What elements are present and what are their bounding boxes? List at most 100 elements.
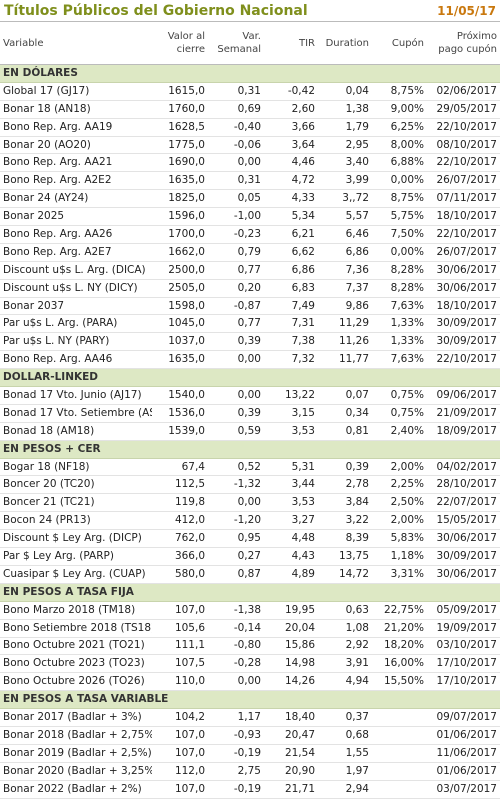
cell: 6,25% <box>372 118 427 137</box>
bond-row: Bono Rep. Arg. AA26 1700,0 -0,23 6,21 6,46 7,… <box>0 225 500 244</box>
cell: 5,34 <box>264 207 318 227</box>
cell: 67,4 <box>152 458 208 477</box>
section-title: DOLLAR-LINKED <box>0 368 500 388</box>
cell: 0,39 <box>318 458 372 477</box>
cell: Bono Octubre 2026 (TO26) <box>0 672 152 692</box>
cell: 0,34 <box>318 404 372 423</box>
cell: 0,52 <box>208 458 264 477</box>
bond-row: Bonar 2022 (Badlar + 2%) 107,0 -0,19 21,71 2… <box>0 780 500 799</box>
cell: Bono Rep. Arg. A2E7 <box>0 243 152 262</box>
bond-row: Bonar 2025 1596,0 -1,00 5,34 5,57 5,75% 18/10/… <box>0 207 500 227</box>
section-row: EN DÓLARES <box>0 64 500 83</box>
cell: 0,00 <box>208 350 264 370</box>
cell: 14,98 <box>264 654 318 674</box>
cell: 18/09/2017 <box>427 422 500 441</box>
cell: 08/10/2017 <box>427 136 500 155</box>
cell: -1,32 <box>208 475 264 495</box>
cell: Bono Setiembre 2018 (TS18) <box>0 619 152 638</box>
cell: 15/05/2017 <box>427 511 500 531</box>
cell: 7,50% <box>372 225 427 244</box>
cell: 4,33 <box>264 189 318 209</box>
cell: Cuasipar $ Ley Arg. (CUAP) <box>0 565 152 584</box>
cell: 13,75 <box>318 547 372 566</box>
cell: -1,00 <box>208 207 264 227</box>
cell: 2500,0 <box>152 261 208 280</box>
cell: 0,79 <box>208 243 264 262</box>
cell: 1635,0 <box>152 350 208 370</box>
cell: 21/09/2017 <box>427 404 500 423</box>
cell: Par u$s L. NY (PARY) <box>0 332 152 352</box>
cell: 1628,5 <box>152 118 208 137</box>
cell: 0,00 <box>208 153 264 173</box>
cell: 26/07/2017 <box>427 171 500 191</box>
cell: 1540,0 <box>152 386 208 405</box>
section-title: EN PESOS A TASA FIJA <box>0 583 500 602</box>
cell: 30/06/2017 <box>427 261 500 280</box>
cell: Bonar 2037 <box>0 297 152 316</box>
cell: 107,0 <box>152 726 208 745</box>
cell: 8,28% <box>372 261 427 280</box>
column-header: Próximo pago cupón <box>427 22 500 65</box>
cell: 3,27 <box>264 511 318 531</box>
cell: -0,19 <box>208 744 264 763</box>
bond-row: Bono Rep. Arg. AA46 1635,0 0,00 7,32 11,77 7,… <box>0 350 500 370</box>
cell: Global 17 (GJ17) <box>0 82 152 101</box>
column-header: Duration <box>318 22 372 65</box>
cell: 0,31 <box>208 82 264 101</box>
cell: 366,0 <box>152 547 208 566</box>
cell: 01/06/2017 <box>427 726 500 745</box>
cell: 19/09/2017 <box>427 619 500 638</box>
bond-row: Bogar 18 (NF18) 67,4 0,52 5,31 0,39 2,00% 04/0… <box>0 458 500 477</box>
cell: 21,20% <box>372 619 427 638</box>
section-title: EN PESOS + CER <box>0 440 500 459</box>
cell: 2505,0 <box>152 279 208 298</box>
cell: 03/07/2017 <box>427 780 500 799</box>
cell: 3,84 <box>318 493 372 513</box>
cell: 0,39 <box>208 404 264 423</box>
cell: 30/06/2017 <box>427 279 500 298</box>
cell: 11,29 <box>318 314 372 334</box>
bond-row: Bonar 2017 (Badlar + 3%) 104,2 1,17 18,40 0,… <box>0 708 500 727</box>
cell: 1539,0 <box>152 422 208 441</box>
cell: 18,20% <box>372 637 427 656</box>
cell: 7,38 <box>264 332 318 352</box>
cell: 2,75 <box>208 762 264 781</box>
cell: 5,57 <box>318 207 372 227</box>
cell: 7,49 <box>264 297 318 316</box>
cell: 15,50% <box>372 672 427 692</box>
cell <box>372 726 427 745</box>
cell: 15,86 <box>264 637 318 656</box>
cell: -1,20 <box>208 511 264 531</box>
cell <box>372 744 427 763</box>
cell <box>372 780 427 799</box>
cell: Bonar 2018 (Badlar + 2,75%) <box>0 726 152 745</box>
cell: 0,75% <box>372 386 427 405</box>
cell: Bono Rep. Arg. AA21 <box>0 153 152 173</box>
cell: Discount u$s L. NY (DICY) <box>0 279 152 298</box>
cell: -0,40 <box>208 118 264 137</box>
cell: 1598,0 <box>152 297 208 316</box>
cell: 580,0 <box>152 565 208 584</box>
cell: 3,44 <box>264 475 318 495</box>
cell: 1,38 <box>318 100 372 119</box>
cell: 2,78 <box>318 475 372 495</box>
bond-row: Par u$s L. NY (PARY) 1037,0 0,39 7,38 11,26 1… <box>0 332 500 352</box>
bond-row: Bonar 2019 (Badlar + 2,5%) 107,0 -0,19 21,5… <box>0 744 500 763</box>
cell: 4,46 <box>264 153 318 173</box>
table-body: EN DÓLARES Global 17 (GJ17) 1615,0 0,31 -0,4… <box>0 64 500 799</box>
cell: 0,87 <box>208 565 264 584</box>
cell: 8,28% <box>372 279 427 298</box>
cell: 0,75% <box>372 404 427 423</box>
bond-row: Bono Rep. Arg. AA21 1690,0 0,00 4,46 3,40 6,8… <box>0 153 500 173</box>
cell: 22/10/2017 <box>427 153 500 173</box>
cell: Par $ Ley Arg. (PARP) <box>0 547 152 566</box>
bond-row: Bono Octubre 2023 (TO23) 107,5 -0,28 14,98 3… <box>0 654 500 674</box>
title: Títulos Públicos del Gobierno Nacional <box>4 2 308 19</box>
cell: 3,66 <box>264 118 318 137</box>
cell: 21,54 <box>264 744 318 763</box>
cell: 0,04 <box>318 82 372 101</box>
bond-row: Par u$s L. Arg. (PARA) 1045,0 0,77 7,31 11,2… <box>0 314 500 334</box>
cell: 01/06/2017 <box>427 762 500 781</box>
bond-row: Bono Rep. Arg. A2E7 1662,0 0,79 6,62 6,86 0,0… <box>0 243 500 262</box>
cell: -0,19 <box>208 780 264 799</box>
